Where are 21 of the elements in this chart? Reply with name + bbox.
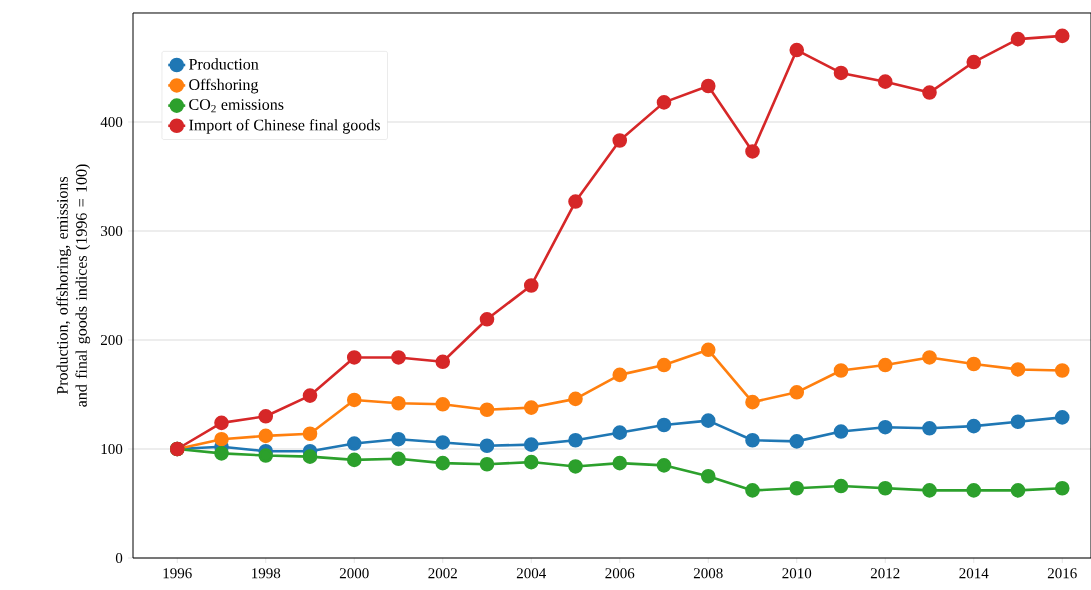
y-tick-label: 300 — [101, 225, 123, 237]
legend-label: Offshoring — [189, 78, 259, 94]
legend-label: CO$_{2}$ emissions — [189, 99, 284, 113]
y-tick-label: 200 — [100, 334, 123, 346]
legend-label: Import of Chinese final goods — [189, 119, 380, 134]
x-tick-label: 2006 — [605, 568, 635, 579]
legend-label: Production — [189, 58, 259, 70]
x-tick-label: 2016 — [1047, 568, 1077, 579]
x-tick-label: 2014 — [959, 568, 989, 579]
x-tick-label: 2008 — [693, 568, 723, 579]
x-tick-label: 2002 — [428, 568, 457, 579]
y-axis-title: Production, offshoring, emissions and final goods indices (1996 = 100) — [56, 164, 91, 407]
x-tick-label: 1998 — [252, 568, 281, 579]
y-tick-label: 400 — [100, 116, 123, 128]
y-tick-label: 0 — [115, 552, 123, 564]
x-tick-label: 2012 — [870, 568, 900, 579]
x-tick-label: 2000 — [339, 568, 369, 579]
x-tick-label: 2010 — [782, 568, 812, 579]
y-tick-label: 100 — [101, 443, 123, 455]
x-tick-label: 2004 — [516, 568, 547, 579]
x-tick-label: 1996 — [163, 568, 192, 579]
